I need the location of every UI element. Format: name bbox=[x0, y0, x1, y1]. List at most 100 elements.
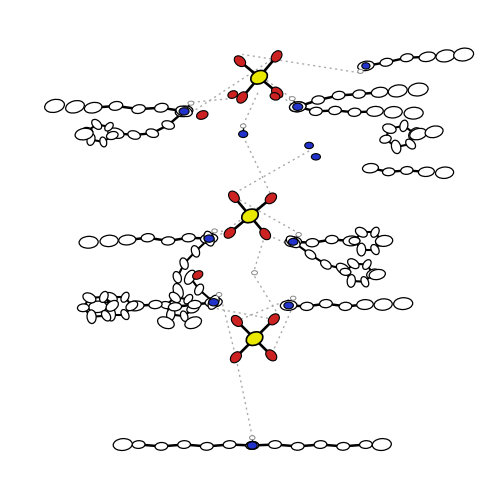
Ellipse shape bbox=[234, 56, 246, 66]
Ellipse shape bbox=[204, 231, 214, 246]
Ellipse shape bbox=[314, 440, 327, 448]
Ellipse shape bbox=[436, 50, 455, 62]
Ellipse shape bbox=[384, 106, 402, 118]
Ellipse shape bbox=[380, 135, 391, 143]
Ellipse shape bbox=[113, 438, 132, 450]
Ellipse shape bbox=[265, 193, 276, 204]
Ellipse shape bbox=[180, 258, 188, 270]
Ellipse shape bbox=[170, 292, 180, 302]
Ellipse shape bbox=[284, 302, 294, 309]
Ellipse shape bbox=[270, 92, 280, 100]
Ellipse shape bbox=[336, 264, 350, 275]
Ellipse shape bbox=[194, 284, 203, 295]
Ellipse shape bbox=[180, 311, 188, 322]
Ellipse shape bbox=[238, 130, 248, 138]
Ellipse shape bbox=[188, 300, 201, 308]
Ellipse shape bbox=[425, 126, 443, 138]
Ellipse shape bbox=[88, 301, 107, 312]
Ellipse shape bbox=[237, 92, 248, 103]
Ellipse shape bbox=[454, 48, 473, 61]
Ellipse shape bbox=[127, 301, 144, 311]
Ellipse shape bbox=[362, 260, 371, 270]
Ellipse shape bbox=[100, 137, 106, 147]
Ellipse shape bbox=[348, 108, 361, 116]
Ellipse shape bbox=[285, 237, 302, 246]
Ellipse shape bbox=[208, 295, 219, 310]
Ellipse shape bbox=[252, 270, 258, 275]
Ellipse shape bbox=[196, 110, 208, 120]
Ellipse shape bbox=[404, 108, 423, 119]
Ellipse shape bbox=[155, 442, 168, 450]
Ellipse shape bbox=[149, 300, 162, 308]
Ellipse shape bbox=[79, 236, 98, 248]
Ellipse shape bbox=[371, 227, 379, 237]
Ellipse shape bbox=[300, 302, 313, 310]
Ellipse shape bbox=[173, 272, 182, 283]
Ellipse shape bbox=[141, 234, 154, 242]
Ellipse shape bbox=[372, 88, 388, 98]
Ellipse shape bbox=[66, 100, 84, 113]
Ellipse shape bbox=[176, 106, 192, 117]
Ellipse shape bbox=[162, 120, 174, 130]
Ellipse shape bbox=[99, 302, 110, 310]
Ellipse shape bbox=[102, 310, 110, 321]
Ellipse shape bbox=[326, 236, 338, 244]
Ellipse shape bbox=[286, 236, 300, 248]
Ellipse shape bbox=[44, 100, 64, 112]
Ellipse shape bbox=[408, 83, 428, 96]
Ellipse shape bbox=[400, 120, 408, 132]
Ellipse shape bbox=[84, 102, 102, 113]
Ellipse shape bbox=[360, 440, 372, 448]
Ellipse shape bbox=[376, 236, 392, 246]
Ellipse shape bbox=[75, 128, 93, 140]
Ellipse shape bbox=[394, 298, 412, 310]
Ellipse shape bbox=[388, 85, 407, 97]
Ellipse shape bbox=[108, 308, 116, 321]
Ellipse shape bbox=[436, 167, 454, 178]
Ellipse shape bbox=[348, 258, 359, 268]
Ellipse shape bbox=[154, 104, 168, 112]
Ellipse shape bbox=[374, 299, 392, 310]
Ellipse shape bbox=[83, 128, 92, 134]
Ellipse shape bbox=[339, 302, 352, 310]
Ellipse shape bbox=[248, 442, 258, 449]
Ellipse shape bbox=[358, 70, 363, 73]
Ellipse shape bbox=[349, 237, 360, 244]
Ellipse shape bbox=[356, 228, 368, 237]
Ellipse shape bbox=[200, 234, 218, 243]
Ellipse shape bbox=[268, 314, 280, 325]
Ellipse shape bbox=[246, 442, 258, 450]
Ellipse shape bbox=[240, 124, 246, 128]
Ellipse shape bbox=[372, 438, 392, 450]
Ellipse shape bbox=[366, 106, 384, 117]
Ellipse shape bbox=[382, 168, 395, 175]
Ellipse shape bbox=[126, 301, 138, 310]
Ellipse shape bbox=[100, 235, 118, 246]
Ellipse shape bbox=[418, 167, 434, 176]
Ellipse shape bbox=[406, 139, 415, 149]
Ellipse shape bbox=[184, 270, 196, 284]
Ellipse shape bbox=[78, 304, 89, 312]
Ellipse shape bbox=[340, 268, 351, 276]
Ellipse shape bbox=[108, 128, 124, 138]
Ellipse shape bbox=[290, 102, 306, 112]
Ellipse shape bbox=[296, 232, 302, 236]
Ellipse shape bbox=[179, 108, 189, 115]
Ellipse shape bbox=[230, 352, 241, 363]
Ellipse shape bbox=[362, 164, 378, 173]
Ellipse shape bbox=[162, 237, 175, 245]
Ellipse shape bbox=[305, 250, 316, 259]
Ellipse shape bbox=[356, 300, 374, 310]
Ellipse shape bbox=[192, 246, 200, 257]
Ellipse shape bbox=[132, 104, 145, 114]
Ellipse shape bbox=[343, 236, 359, 246]
Ellipse shape bbox=[185, 317, 202, 328]
Ellipse shape bbox=[312, 154, 320, 160]
Ellipse shape bbox=[232, 316, 242, 326]
Ellipse shape bbox=[83, 293, 96, 303]
Ellipse shape bbox=[271, 50, 282, 62]
Ellipse shape bbox=[266, 350, 277, 361]
Ellipse shape bbox=[216, 292, 222, 296]
Ellipse shape bbox=[208, 298, 218, 306]
Ellipse shape bbox=[158, 317, 174, 328]
